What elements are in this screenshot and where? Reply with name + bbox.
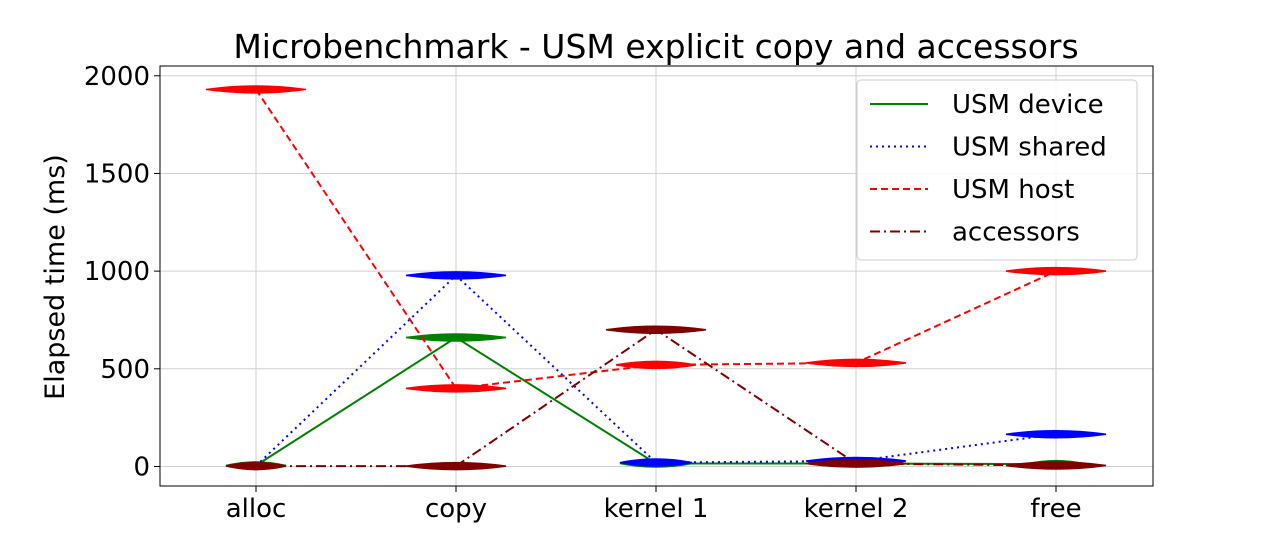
legend-label: USM shared [952, 133, 1107, 163]
y-tick-label: 1500 [84, 159, 150, 189]
y-tick-label: 1000 [84, 257, 150, 287]
series-line [255, 274, 1057, 467]
x-tick-label: alloc [226, 494, 287, 524]
series-accessors [225, 325, 1107, 471]
chart-title: Microbenchmark - USM explicit copy and a… [233, 27, 1078, 66]
legend: USM device USM shared USM host accessors [856, 79, 1138, 261]
violin-mark [405, 384, 507, 393]
legend-label: accessors [952, 218, 1080, 248]
series-line [256, 328, 1057, 468]
x-tick-label: copy [425, 494, 487, 524]
legend-label: USM host [952, 175, 1074, 205]
y-axis-label: Elapsed time (ms) [40, 154, 71, 400]
x-tick-label: kernel 1 [604, 494, 709, 524]
y-tick-label: 2000 [84, 62, 150, 92]
series-usm-host [205, 85, 1107, 393]
y-axis: 0 500 1000 1500 2000 [84, 62, 160, 482]
x-tick-label: free [1030, 494, 1081, 524]
legend-box [856, 79, 1138, 261]
plot-marks [205, 85, 1107, 471]
x-axis: alloc copy kernel 1 kernel 2 free [226, 486, 1082, 524]
x-tick-label: kernel 2 [804, 494, 909, 524]
y-tick-label: 500 [100, 355, 150, 385]
legend-label: USM device [952, 90, 1104, 120]
violin-mark [1005, 266, 1107, 276]
violin-mark [1005, 430, 1107, 439]
violin-mark [619, 458, 693, 467]
y-tick-label: 0 [133, 452, 150, 482]
